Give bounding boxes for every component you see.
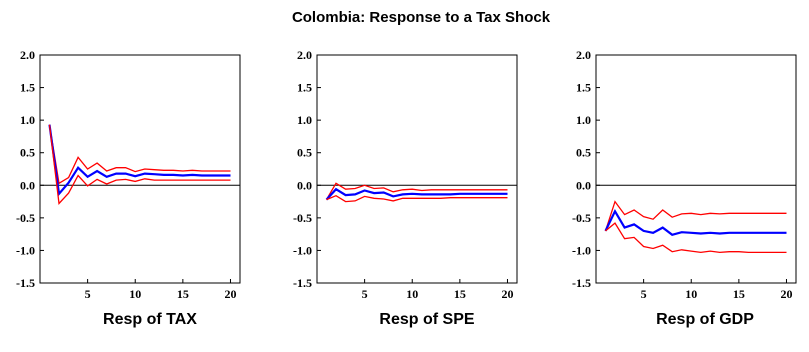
y-tick-label: 0.5 — [576, 146, 591, 160]
response-line — [325, 187, 508, 201]
plot-frame — [39, 54, 241, 284]
y-tick-label: -1.0 — [572, 243, 591, 257]
y-tick-label: 1.0 — [297, 113, 312, 127]
y-tick-label: 0.5 — [20, 146, 35, 160]
y-tick-label: 1.5 — [576, 81, 591, 95]
x-tick-label: 20 — [224, 287, 236, 301]
x-tick-label: 15 — [177, 287, 189, 301]
upper-band-line — [325, 182, 508, 200]
y-tick-label: -1.5 — [293, 276, 312, 290]
y-tick-label: 0.5 — [297, 146, 312, 160]
y-tick-label: -1.0 — [16, 243, 35, 257]
y-tick-label: 2.0 — [20, 48, 35, 62]
x-tick-label: 10 — [685, 287, 697, 301]
x-tick-label: 20 — [501, 287, 513, 301]
y-tick-label: -1.5 — [16, 276, 35, 290]
x-tick-label: 5 — [85, 287, 91, 301]
chart-panel-2: 2.0 1.5 1.0 0.5 0.0 -0.5 -1.0 -1.5 5 10 15 20 Resp o… — [293, 48, 518, 328]
x-tick-label: 10 — [129, 287, 141, 301]
y-tick-label: 1.5 — [20, 81, 35, 95]
y-tick-label: 2.0 — [576, 48, 591, 62]
chart-panel-3: 2.0 1.5 1.0 0.5 0.0 -0.5 -1.0 -1.5 5 10 15 20 Resp o… — [572, 48, 797, 328]
y-tick-label: 0.0 — [576, 178, 591, 192]
y-tick-label: 1.5 — [297, 81, 312, 95]
x-tick-label: 15 — [454, 287, 466, 301]
panel-caption: Resp of GDP — [656, 311, 754, 328]
lower-band-line — [48, 124, 231, 205]
chart-panel-1: 2.0 1.5 1.0 0.5 0.0 -0.5 -1.0 -1.5 5 10 15 20 Resp o… — [16, 48, 241, 328]
y-tick-label: -1.0 — [293, 243, 312, 257]
upper-band-line — [48, 124, 231, 185]
response-line — [48, 124, 231, 197]
y-tick-label: 2.0 — [297, 48, 312, 62]
x-tick-label: 5 — [362, 287, 368, 301]
upper-band-line — [604, 200, 787, 232]
y-tick-label: 1.0 — [20, 113, 35, 127]
x-tick-label: 10 — [406, 287, 418, 301]
figure-title: Colombia: Response to a Tax Shock — [292, 9, 551, 26]
panel-caption: Resp of TAX — [103, 311, 197, 328]
y-tick-label: 0.0 — [20, 178, 35, 192]
chart-panels: 2.0 1.5 1.0 0.5 0.0 -0.5 -1.0 -1.5 5 10 15 20 Resp o… — [16, 48, 797, 328]
panel-caption: Resp of SPE — [379, 311, 474, 328]
x-tick-label: 15 — [733, 287, 745, 301]
y-tick-label: -1.5 — [572, 276, 591, 290]
plot-frame — [595, 54, 797, 284]
lower-band-line — [326, 194, 508, 203]
y-tick-label: 0.0 — [297, 178, 312, 192]
y-tick-label: -0.5 — [572, 211, 591, 225]
y-tick-label: -0.5 — [293, 211, 312, 225]
x-tick-label: 5 — [641, 287, 647, 301]
y-tick-label: 1.0 — [576, 113, 591, 127]
y-tick-label: -0.5 — [16, 211, 35, 225]
response-line — [604, 208, 787, 237]
lower-band-line — [605, 222, 787, 254]
x-tick-label: 20 — [780, 287, 792, 301]
plot-frame — [316, 54, 518, 284]
